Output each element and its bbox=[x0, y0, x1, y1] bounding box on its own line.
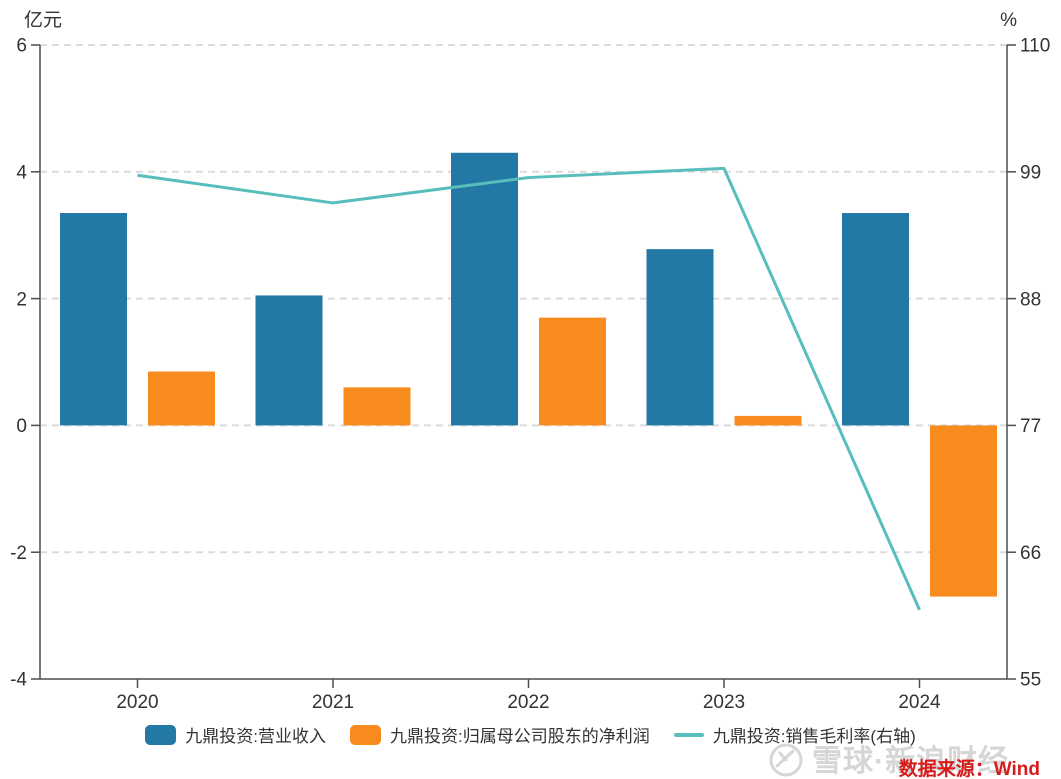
tick-marks bbox=[31, 44, 1016, 688]
tick-labels: 6 4 2 0 -2 -4 110 99 88 77 66 55 2020 2021 2022 2023 202… bbox=[10, 36, 1050, 713]
bar-revenue-2023 bbox=[646, 249, 714, 426]
legend: 九鼎投资:营业收入 九鼎投资:归属母公司股东的净利润 九鼎投资:销售毛利率(右轴… bbox=[0, 722, 1061, 747]
left-tick-label: 6 bbox=[16, 36, 27, 57]
legend-label-gross-margin: 九鼎投资:销售毛利率(右轴) bbox=[712, 727, 916, 746]
legend-swatch-revenue-icon bbox=[145, 724, 177, 745]
right-tick-label: 66 bbox=[1020, 543, 1041, 564]
x-tick-label: 2024 bbox=[898, 692, 941, 713]
bar-net-profit-2021 bbox=[343, 387, 411, 426]
legend-swatch-gross-margin-icon bbox=[673, 732, 704, 737]
right-tick-label: 110 bbox=[1020, 36, 1050, 57]
bar-revenue-2024 bbox=[842, 213, 909, 426]
bar-series-net-profit bbox=[148, 317, 997, 597]
axes bbox=[39, 45, 1008, 680]
data-source-label: 数据来源：Wind bbox=[898, 759, 1040, 779]
bar-revenue-2020 bbox=[60, 213, 127, 426]
bar-revenue-2021 bbox=[255, 295, 323, 426]
bar-net-profit-2020 bbox=[148, 371, 215, 426]
left-tick-label: -4 bbox=[10, 670, 27, 691]
legend-item-net-profit: 九鼎投资:归属母公司股东的净利润 bbox=[349, 722, 650, 747]
bar-net-profit-2022 bbox=[539, 317, 606, 426]
right-tick-label: 77 bbox=[1020, 416, 1041, 437]
line-gross-margin bbox=[137, 166, 921, 611]
legend-label-revenue: 九鼎投资:营业收入 bbox=[185, 727, 326, 746]
left-tick-label: 4 bbox=[16, 162, 27, 183]
x-tick-label: 2022 bbox=[507, 692, 549, 713]
x-tick-label: 2021 bbox=[312, 692, 354, 713]
bar-net-profit-2023 bbox=[734, 415, 802, 426]
bar-revenue-2022 bbox=[451, 152, 518, 426]
legend-item-gross-margin: 九鼎投资:销售毛利率(右轴) bbox=[673, 722, 916, 747]
right-tick-label: 99 bbox=[1020, 162, 1041, 183]
left-tick-label: 2 bbox=[16, 289, 27, 310]
x-tick-label: 2023 bbox=[703, 692, 745, 713]
legend-swatch-net-profit-icon bbox=[349, 724, 381, 745]
left-axis-title: 亿元 bbox=[24, 10, 63, 31]
bar-net-profit-2024 bbox=[930, 425, 997, 597]
legend-item-revenue: 九鼎投资:营业收入 bbox=[145, 722, 326, 747]
left-tick-label: 0 bbox=[16, 416, 27, 437]
right-axis-title: % bbox=[1000, 10, 1017, 31]
legend-label-net-profit: 九鼎投资:归属母公司股东的净利润 bbox=[389, 727, 650, 746]
bar-series-revenue bbox=[60, 152, 909, 426]
right-tick-label: 88 bbox=[1020, 289, 1041, 310]
left-tick-label: -2 bbox=[10, 543, 27, 564]
right-tick-label: 55 bbox=[1020, 670, 1041, 691]
x-tick-label: 2020 bbox=[116, 692, 158, 713]
